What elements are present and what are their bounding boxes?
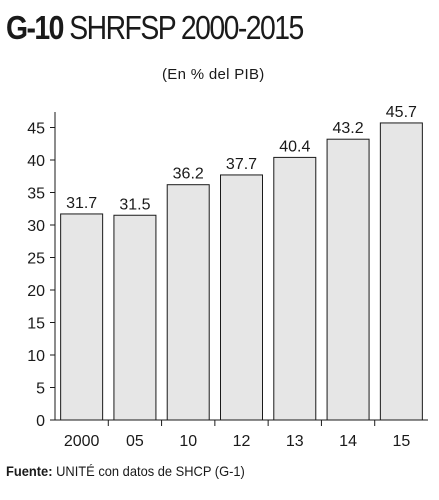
bar <box>379 122 423 421</box>
bar <box>113 214 157 421</box>
y-tick-label: 20 <box>27 283 45 300</box>
y-tick-label: 30 <box>27 218 45 235</box>
x-axis: 2000 05 10 12 13 14 15 <box>64 420 410 450</box>
x-tick-label: 15 <box>392 433 410 450</box>
data-label: 45.7 <box>386 104 417 121</box>
data-label: 37.7 <box>226 156 257 173</box>
data-label: 43.2 <box>333 120 364 137</box>
data-label: 31.7 <box>66 195 97 212</box>
source-text: UNITÉ con datos de SHCP (G-1) <box>52 463 245 479</box>
x-tick-label: 14 <box>339 433 357 450</box>
bar <box>326 138 370 421</box>
bars: 31.7 31.5 36.2 37.7 40.4 43.2 45.7 <box>60 104 423 421</box>
y-tick-label: 40 <box>27 153 45 170</box>
data-label: 36.2 <box>173 166 204 183</box>
x-tick-label: 05 <box>126 433 144 450</box>
chart-subtitle: (En % del PIB) <box>162 66 265 83</box>
y-axis: 0 5 10 15 20 25 30 35 40 45 <box>27 121 55 430</box>
y-tick-label: 45 <box>27 121 45 138</box>
x-tick-label: 10 <box>179 433 197 450</box>
bar <box>273 156 317 421</box>
y-tick-label: 15 <box>27 316 45 333</box>
source-label: Fuente: <box>6 463 53 479</box>
title-text: SHRFSP 2000-2015 <box>69 9 304 46</box>
source-note: Fuente: UNITÉ con datos de SHCP (G-1) <box>6 463 245 479</box>
x-tick-label: 13 <box>286 433 304 450</box>
chart-title: G-10 SHRFSP 2000-2015 <box>6 8 304 48</box>
bar <box>166 184 210 421</box>
y-tick-label: 10 <box>27 348 45 365</box>
y-tick-label: 5 <box>36 381 45 398</box>
data-label: 40.4 <box>279 138 310 155</box>
bar <box>60 213 104 421</box>
y-tick-label: 0 <box>36 413 45 430</box>
data-label: 31.5 <box>119 196 150 213</box>
title-code: G-10 <box>6 9 64 46</box>
x-tick-label: 12 <box>233 433 251 450</box>
bar <box>220 174 263 421</box>
y-tick-label: 35 <box>27 186 45 203</box>
y-tick-label: 25 <box>27 251 45 268</box>
x-tick-label: 2000 <box>64 433 100 450</box>
